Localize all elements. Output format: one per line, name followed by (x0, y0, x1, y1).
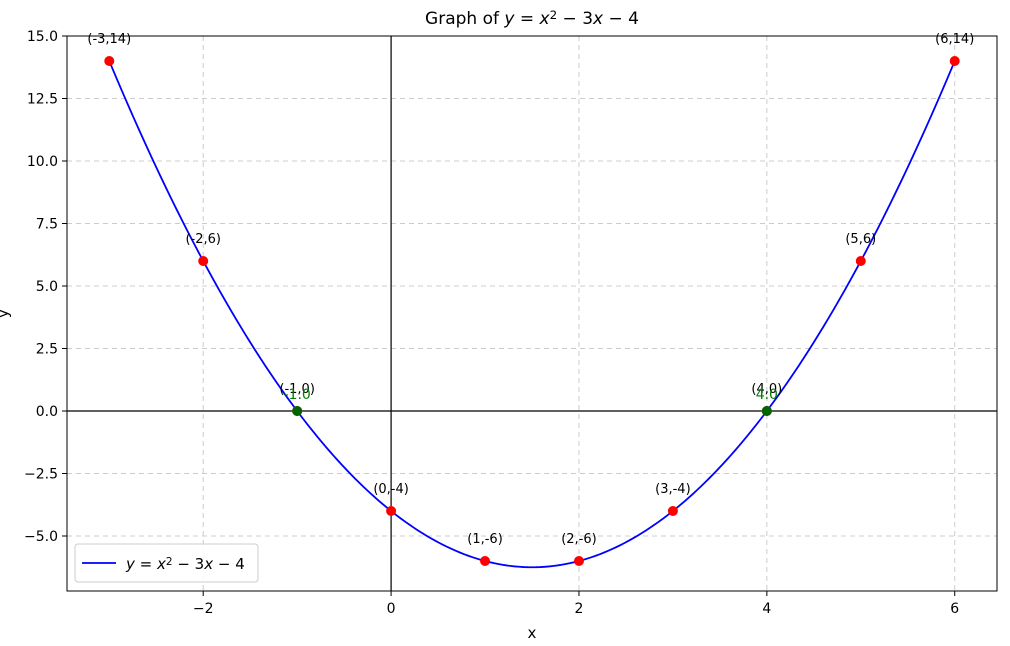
root-point (761, 406, 772, 416)
legend-label-part: 2 (166, 556, 173, 568)
legend-label-part: = (135, 555, 157, 573)
y-tick-label: 15.0 (27, 29, 58, 45)
y-tick-label: 10.0 (27, 154, 58, 170)
data-point (198, 256, 209, 266)
points-layer (104, 56, 960, 566)
data-point-label: (3,-4) (655, 482, 691, 497)
chart-title: Graph of y = x2 − 3x − 4 (425, 8, 639, 29)
data-point-label: (2,-6) (561, 532, 597, 547)
data-point-label: (5,6) (845, 232, 876, 247)
parabola-line (108, 60, 956, 569)
y-tick-label: 7.5 (36, 217, 58, 233)
legend-label-part: x (203, 555, 213, 573)
y-axis-label: y (0, 309, 12, 318)
data-point (386, 506, 397, 516)
axis-ticks: −2 0 2 4 6 −5.0 −2.5 0.0 2.5 5.0 7.5 10.0 12.5 15.0 (24, 29, 959, 617)
legend: y = x2 − 3x − 4 (74, 543, 259, 583)
data-point-label: (0,-4) (373, 482, 409, 497)
legend-label: y = x2 − 3x − 4 (125, 555, 245, 573)
zero-axes (67, 36, 997, 591)
root-label: 4.0 (756, 387, 778, 403)
legend-box (74, 543, 259, 583)
chart-title-part: x (592, 9, 604, 29)
chart-title-part: − 4 (603, 9, 639, 29)
x-tick-label: 6 (950, 601, 959, 617)
chart-title-part: = (514, 9, 539, 29)
data-point-label: (-3,14) (87, 32, 131, 47)
y-tick-label: 2.5 (36, 342, 58, 358)
legend-label-part: x (156, 555, 166, 573)
y-tick-label: −2.5 (24, 467, 58, 483)
y-tick-label: 5.0 (36, 279, 58, 295)
data-point (573, 556, 584, 566)
x-tick-label: 0 (387, 601, 396, 617)
data-point-label: (1,-6) (467, 532, 503, 547)
data-point (949, 56, 960, 66)
root-point (292, 406, 303, 416)
chart-title-part: y (503, 9, 515, 29)
x-tick-label: 2 (575, 601, 584, 617)
chart-title-part: x (539, 9, 551, 29)
point-labels: (-3,14) (-2,6) (-1,0) (0,-4) (1,-6) (2,-6) (3,… (87, 32, 974, 547)
y-tick-label: 0.0 (36, 404, 58, 420)
legend-label-part: y (125, 555, 136, 573)
plot-frame (66, 35, 998, 592)
data-point (855, 256, 866, 266)
data-point-label: (6,14) (935, 32, 974, 47)
data-point-label: (-1,0) (279, 382, 315, 397)
data-point (667, 506, 678, 516)
x-tick-label: −2 (193, 601, 214, 617)
x-tick-label: 4 (762, 601, 771, 617)
data-point-label: (-2,6) (185, 232, 221, 247)
x-axis-label: x (528, 624, 537, 642)
y-tick-label: −5.0 (24, 529, 58, 545)
data-point (480, 556, 491, 566)
data-point (104, 56, 115, 66)
curve-layer (108, 60, 956, 569)
legend-label-part: − 4 (213, 555, 245, 573)
legend-label-part: − 3 (173, 555, 205, 573)
chart-title-part: − 3 (557, 9, 593, 29)
y-tick-label: 12.5 (27, 92, 58, 108)
root-label: -1.0 (283, 387, 310, 403)
data-point-label: (4,0) (751, 382, 782, 397)
chart-title-part: 2 (550, 8, 558, 22)
chart-title-part: Graph of (425, 9, 504, 29)
